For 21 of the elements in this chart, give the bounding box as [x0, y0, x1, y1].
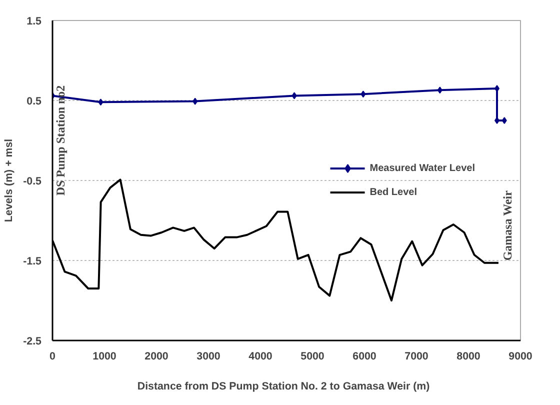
- y-tick-label: 1.5: [26, 16, 42, 28]
- y-tick-label: -1.5: [23, 256, 42, 268]
- x-tick-label: 7000: [404, 350, 428, 362]
- y-tick-label: 0.5: [26, 96, 42, 108]
- annotation: Gamasa Weir: [500, 190, 514, 261]
- legend-label: Bed Level: [370, 186, 418, 198]
- x-tick-label: 0: [50, 350, 56, 362]
- y-axis-title: Levels (m) + msl: [3, 138, 16, 222]
- legend-label: Measured Water Level: [370, 162, 475, 174]
- y-tick-label: -0.5: [23, 176, 42, 188]
- x-tick-label: 4000: [248, 350, 272, 362]
- x-tick-label: 1000: [92, 350, 116, 362]
- x-tick-label: 5000: [300, 350, 324, 362]
- x-tick-label: 8000: [456, 350, 480, 362]
- x-tick-label: 6000: [352, 350, 376, 362]
- y-tick-label: -2.5: [23, 336, 42, 348]
- x-tick-label: 3000: [196, 350, 220, 362]
- annotation: DS Pump Station no2: [54, 85, 68, 196]
- x-tick-label: 9000: [508, 350, 532, 362]
- x-tick-label: 2000: [144, 350, 168, 362]
- x-axis-title: Distance from DS Pump Station No. 2 to Gamasa Weir (m): [137, 380, 430, 392]
